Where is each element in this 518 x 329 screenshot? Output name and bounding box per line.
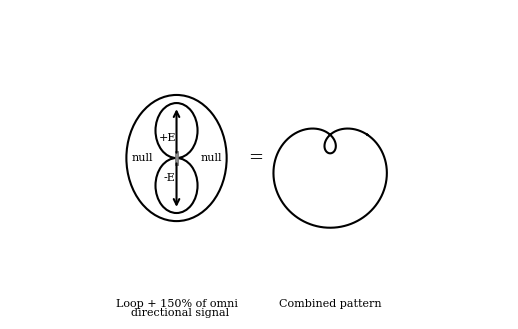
Text: null: null [132,153,153,163]
Text: =: = [248,149,263,167]
Text: -E: -E [163,173,175,183]
Text: null: null [200,153,222,163]
Text: +E: +E [159,133,176,143]
Text: Combined pattern: Combined pattern [279,299,381,309]
Bar [175,151,178,165]
Text: directional signal: directional signal [124,308,229,318]
Text: Loop + 150% of omni: Loop + 150% of omni [116,299,238,309]
